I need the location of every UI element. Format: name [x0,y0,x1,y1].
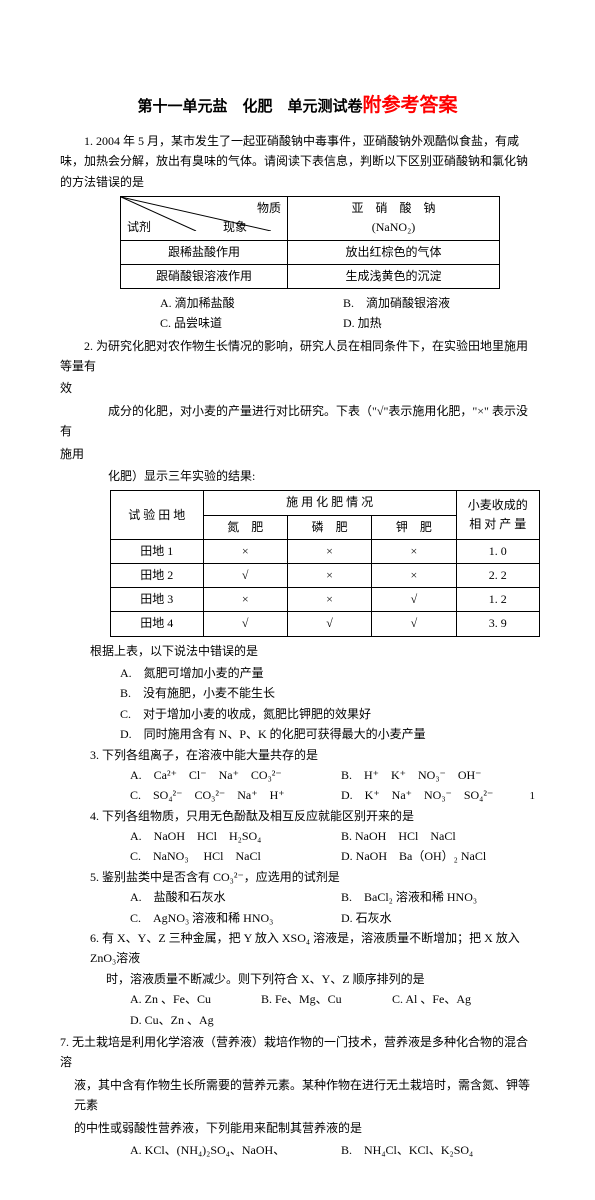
q2-line2: 成分的化肥，对小麦的产量进行对比研究。下表（"√"表示施用化肥，"×" 表示没有 [60,401,535,442]
q3-text: 3. 下列各组离子，在溶液中能大量共存的是 [90,745,535,765]
q7-opt-a: A. KCl、(NH₄)₂SO₄、NaOH、 [130,1140,310,1160]
q2-opt-c: C. 对于增加小麦的收成，氮肥比钾肥的效果好 [120,704,535,724]
q1-options: A. 滴加稀盐酸 B. 滴加硝酸银溶液 C. 品尝味道 D. 加热 [160,293,535,334]
q4-opt-b: B. NaOH HCl NaCl [341,826,456,846]
q5-opt-b: B. BaCl₂ 溶液和稀 HNO₃ [341,887,477,907]
q1-th-reagent: 试剂 [127,218,151,237]
page-title: 第十一单元盐 化肥 单元测试卷附参考答案 [60,90,535,117]
q3-opt-b: B. H⁺ K⁺ NO₃⁻ OH⁻ [341,765,482,785]
q5-options: A. 盐酸和石灰水 B. BaCl₂ 溶液和稀 HNO₃ C. AgNO₃ 溶液… [130,887,535,928]
q2-th-p: 磷 肥 [287,515,371,539]
q1-opt-c: C. 品尝味道 [160,313,340,333]
title-main: 第十一单元盐 化肥 单元测试卷 [137,99,362,115]
q1-row1-left: 跟稀盐酸作用 [121,240,288,264]
q2-opt-a: A. 氮肥可增加小麦的产量 [120,663,535,683]
q1-text: 1. 2004 年 5 月，某市发生了一起亚硝酸钠中毒事件，亚硝酸钠外观酷似食盐… [60,131,535,192]
q1-th-phenomenon: 现象 [223,218,247,237]
q2-th-field: 试 验 田 地 [111,491,204,539]
q2-opt-d: D. 同时施用含有 N、P、K 的化肥可获得最大的小麦产量 [120,724,535,744]
title-answer-key: 附参考答案 [363,95,458,116]
q2-line1b: 效 [60,378,535,398]
q3-opt-a: A. Ca²⁺ Cl⁻ Na⁺ CO₃²⁻ [130,765,310,785]
q3-options: A. Ca²⁺ Cl⁻ Na⁺ CO₃²⁻ B. H⁺ K⁺ NO₃⁻ OH⁻ … [130,765,535,806]
table-row: 田地 1×××1. 0 [111,539,540,563]
q5-opt-d: D. 石灰水 [341,908,392,928]
q2-th-n: 氮 肥 [203,515,287,539]
q6-opt-b: B. Fe、Mg、Cu [261,989,361,1009]
q6-opt-a: A. Zn 、Fe、Cu [130,989,230,1009]
q3-opt-d: D. K⁺ Na⁺ NO₃⁻ SO₄²⁻ [341,785,493,805]
q2-th-k: 钾 肥 [372,515,456,539]
q2-line1: 2. 为研究化肥对农作物生长情况的影响，研究人员在相同条件下，在实验田地里施用等… [60,336,535,377]
q2-table: 试 验 田 地 施 用 化 肥 情 况 小麦收成的 相 对 产 量 氮 肥 磷 … [110,490,540,636]
q6-text2: 时，溶液质量不断减少。则下列符合 X、Y、Z 顺序排列的是 [106,969,535,989]
q4-options: A. NaOH HCl H₂SO₄ B. NaOH HCl NaCl C. Na… [130,826,535,867]
q7-line3: 的中性或弱酸性营养液，下列能用来配制其营养液的是 [74,1118,535,1138]
q3-opt-c: C. SO₄²⁻ CO₃²⁻ Na⁺ H⁺ [130,785,310,805]
q6-options: A. Zn 、Fe、Cu B. Fe、Mg、Cu C. Al 、Fe、Ag D.… [130,989,535,1030]
q1-row2-left: 跟硝酸银溶液作用 [121,264,288,288]
q1-table-diag-cell: 物质 试剂 现象 [121,197,288,240]
q2-th-yield: 小麦收成的 相 对 产 量 [456,491,539,539]
q1-opt-a: A. 滴加稀盐酸 [160,293,340,313]
q4-opt-a: A. NaOH HCl H₂SO₄ [130,826,310,846]
q7-line1: 7. 无土栽培是利用化学溶液（营养液）栽培作物的一门技术，营养液是多种化合物的混… [60,1032,535,1073]
q7-line2: 液，其中含有作物生长所需要的营养元素。某种作物在进行无土栽培时，需含氮、钾等元素 [74,1075,535,1116]
table-row: 田地 4√√√3. 9 [111,612,540,636]
table-row: 田地 3××√1. 2 [111,588,540,612]
q1-opt-b: B. 滴加硝酸银溶液 [343,293,523,313]
q1-th-col2: 亚 硝 酸 钠 (NaNO₂) [288,197,500,240]
q6-opt-c: C. Al 、Fe、Ag [392,989,492,1009]
q2-conclusion: 根据上表，以下说法中错误的是 [90,641,535,661]
page-number: 1 [530,790,536,802]
q1-row2-right: 生成浅黄色的沉淀 [288,264,500,288]
q6-text: 6. 有 X、Y、Z 三种金属，把 Y 放入 XSO₄ 溶液是，溶液质量不断增加… [90,928,535,969]
q5-opt-a: A. 盐酸和石灰水 [130,887,310,907]
q5-text: 5. 鉴别盐类中是否含有 CO₃²⁻，应选用的试剂是 [90,867,535,887]
q2-line3: 化肥）显示三年实验的结果: [60,466,535,486]
q6-opt-d: D. Cu、Zn 、Ag [130,1010,214,1030]
table-row: 田地 2√××2. 2 [111,564,540,588]
q1-row1-right: 放出红棕色的气体 [288,240,500,264]
q2-line2b: 施用 [60,444,535,464]
q2-opt-b: B. 没有施肥，小麦不能生长 [120,683,535,703]
q4-opt-c: C. NaNO₃ HCl NaCl [130,846,310,866]
q7-options: A. KCl、(NH₄)₂SO₄、NaOH、 B. NH₄Cl、KCl、K₂SO… [130,1140,535,1160]
q7-opt-b: B. NH₄Cl、KCl、K₂SO₄ [341,1140,473,1160]
q1-table: 物质 试剂 现象 亚 硝 酸 钠 (NaNO₂) 跟稀盐酸作用 放出红棕色的气体… [120,196,500,289]
q5-opt-c: C. AgNO₃ 溶液和稀 HNO₃ [130,908,310,928]
q4-text: 4. 下列各组物质，只用无色酚酞及相互反应就能区别开来的是 [90,806,535,826]
q1-th-substance: 物质 [257,199,281,218]
q4-opt-d: D. NaOH Ba（OH）₂ NaCl [341,846,486,866]
q1-opt-d: D. 加热 [343,313,523,333]
q2-th-fert: 施 用 化 肥 情 况 [203,491,456,515]
